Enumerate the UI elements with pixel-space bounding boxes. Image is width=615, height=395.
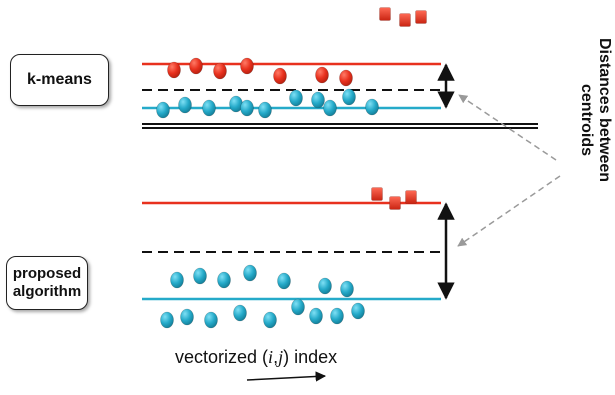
kmeans-cyan-point bbox=[323, 99, 337, 117]
proposed-algorithm-label-box: proposed algorithm bbox=[6, 256, 88, 310]
x-label-i: i bbox=[268, 347, 274, 367]
kmeans-cyan-point bbox=[178, 96, 192, 114]
proposed-cyan-point-lower bbox=[204, 311, 218, 329]
kmeans-label: k-means bbox=[27, 71, 92, 89]
proposed-red-square bbox=[389, 196, 401, 210]
kmeans-red-point bbox=[273, 67, 287, 85]
distances-title-line1: Distances between bbox=[596, 38, 613, 183]
proposed-cyan-point-upper bbox=[217, 271, 231, 289]
proposed-cyan-point-upper bbox=[340, 280, 354, 298]
kmeans-cyan-point bbox=[240, 99, 254, 117]
proposed-cyan-point-lower bbox=[160, 311, 174, 329]
kmeans-red-point bbox=[213, 62, 227, 80]
legend-red-square bbox=[399, 13, 411, 27]
points-layer bbox=[156, 7, 427, 329]
kmeans-cyan-point bbox=[202, 99, 216, 117]
kmeans-red-point bbox=[189, 57, 203, 75]
proposed-label-line2: algorithm bbox=[12, 283, 82, 300]
proposed-cyan-point-lower bbox=[351, 302, 365, 320]
proposed-cyan-point-lower bbox=[291, 298, 305, 316]
lines-layer bbox=[142, 62, 561, 382]
kmeans-cyan-point bbox=[156, 101, 170, 119]
x-label-suffix: ) index bbox=[283, 347, 338, 367]
x-axis-arrow bbox=[246, 371, 327, 382]
distances-title-line2: centroids bbox=[578, 84, 595, 157]
kmeans-cyan-point bbox=[258, 101, 272, 119]
x-label-comma: , bbox=[273, 347, 279, 367]
kmeans-cyan-point bbox=[342, 88, 356, 106]
kmeans-label-box: k-means bbox=[10, 54, 109, 106]
proposed-cyan-point-lower bbox=[309, 307, 323, 325]
kmeans-cyan-point bbox=[365, 98, 379, 116]
pointer-to-proposed-arrow bbox=[457, 175, 561, 247]
kmeans-red-point bbox=[315, 66, 329, 84]
x-axis-label: vectorized (i,j) index bbox=[175, 347, 337, 368]
proposed-red-square bbox=[371, 187, 383, 201]
distances-title: Distances between centroids bbox=[563, 38, 615, 288]
legend-red-square bbox=[379, 7, 391, 21]
proposed-cyan-point-upper bbox=[318, 277, 332, 295]
proposed-cyan-point-lower bbox=[263, 311, 277, 329]
proposed-cyan-point-upper bbox=[193, 267, 207, 285]
proposed-cyan-point-upper bbox=[277, 272, 291, 290]
legend-red-square bbox=[415, 10, 427, 24]
proposed-cyan-point-lower bbox=[233, 304, 247, 322]
proposed-cyan-point-lower bbox=[330, 307, 344, 325]
x-label-j: j bbox=[278, 347, 284, 367]
proposed-red-square bbox=[405, 190, 417, 204]
kmeans-red-point bbox=[167, 61, 181, 79]
proposed-cyan-point-upper bbox=[170, 271, 184, 289]
kmeans-cyan-point bbox=[311, 91, 325, 109]
proposed-cyan-point-upper bbox=[243, 264, 257, 282]
kmeans-cyan-point bbox=[289, 89, 303, 107]
x-label-prefix: vectorized ( bbox=[175, 347, 269, 367]
kmeans-red-point bbox=[339, 69, 353, 87]
kmeans-red-point bbox=[240, 57, 254, 75]
proposed-label-line1: proposed bbox=[12, 265, 82, 282]
proposed-cyan-point-lower bbox=[180, 308, 194, 326]
